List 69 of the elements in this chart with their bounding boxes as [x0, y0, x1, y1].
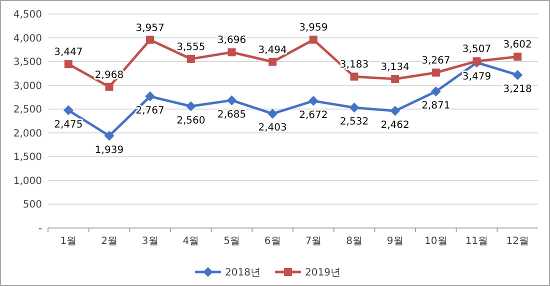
y-tick-label: 1,000	[13, 176, 42, 187]
data-label: 2,532	[340, 116, 369, 128]
point	[146, 36, 154, 44]
x-tick-label: 6월	[264, 236, 281, 247]
data-label: 3,494	[258, 44, 287, 56]
data-label: 3,957	[136, 22, 164, 34]
y-tick-label: 3,500	[13, 57, 42, 68]
y-tick-label: 4,000	[13, 33, 42, 44]
x-tick-label: 5월	[224, 236, 240, 247]
legend-label: 2018년	[225, 268, 260, 278]
point	[309, 36, 318, 44]
x-tick-label: 8월	[346, 236, 362, 247]
data-label: 3,479	[462, 72, 492, 83]
x-tick-label: 2월	[101, 236, 118, 247]
point	[268, 58, 277, 66]
data-label: 3,218	[503, 84, 532, 95]
x-tick-label: 9월	[386, 236, 404, 247]
x-tick-label: 1월	[60, 236, 77, 247]
data-label: 2,462	[380, 120, 410, 131]
point	[308, 96, 318, 106]
x-tick-label: 12월	[506, 236, 529, 247]
data-label: 3,602	[503, 40, 532, 51]
point	[472, 57, 481, 66]
point	[349, 102, 360, 113]
x-tick-label: 10월	[424, 236, 448, 247]
point	[186, 54, 195, 63]
y-tick-label: 4,500	[13, 10, 42, 20]
data-label: 3,447	[54, 47, 83, 58]
data-label: 1,939	[94, 144, 124, 156]
x-tick-label: 7월	[305, 236, 322, 247]
x-tick-label: 4월	[182, 236, 200, 247]
point	[63, 105, 74, 116]
point	[390, 106, 400, 116]
x-tick-label: 11월	[465, 236, 488, 247]
y-tick-label: 1,500	[13, 152, 42, 164]
data-label: 2,403	[258, 122, 287, 134]
point	[432, 68, 440, 77]
y-tick-label: 3,000	[13, 80, 42, 92]
data-label: 2,672	[299, 110, 328, 121]
point	[350, 72, 358, 81]
point	[186, 101, 196, 112]
x-tick-label: 3월	[142, 236, 158, 247]
data-label: 2,685	[217, 109, 246, 120]
point	[228, 48, 236, 56]
point	[391, 74, 400, 83]
data-label: 3,507	[462, 44, 492, 56]
data-label: 3,696	[217, 35, 246, 46]
data-label: 3,134	[380, 62, 410, 73]
point	[514, 52, 522, 61]
point	[512, 70, 523, 80]
point	[268, 108, 278, 119]
point	[105, 82, 114, 91]
data-label: 2,560	[176, 115, 206, 126]
y-tick-label: 2,000	[13, 128, 42, 140]
data-label: 2,871	[422, 100, 450, 112]
data-label: 3,959	[299, 22, 328, 34]
y-tick-label: 500	[22, 200, 42, 211]
y-tick-label: 2,500	[13, 104, 42, 116]
data-label: 3,267	[422, 56, 450, 67]
point	[64, 60, 72, 68]
data-label: 2,767	[136, 105, 164, 116]
point	[104, 130, 114, 141]
data-label: 3,555	[176, 42, 206, 53]
point	[145, 91, 156, 102]
y-tick-label: -	[38, 224, 42, 234]
data-label: 2,475	[54, 119, 83, 130]
legend-label: 2019년	[305, 268, 340, 278]
point	[430, 86, 441, 96]
point	[226, 95, 237, 106]
